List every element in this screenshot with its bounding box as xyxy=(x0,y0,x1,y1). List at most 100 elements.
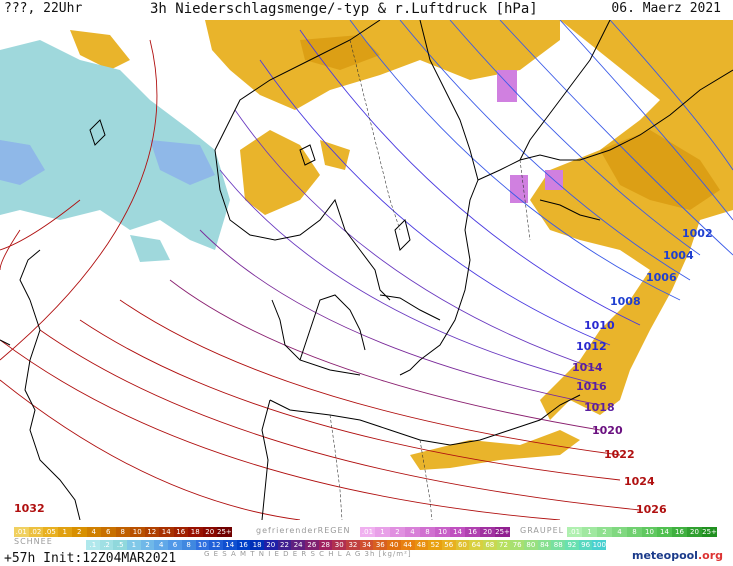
legend-swatch: 10 xyxy=(642,527,657,537)
legend-swatch: 92 xyxy=(565,540,579,550)
legend-swatch: 2 xyxy=(72,527,87,537)
logo-brand: meteopool xyxy=(632,549,698,562)
legend-swatch: 4 xyxy=(86,527,101,537)
isobar-lines xyxy=(0,20,733,520)
legend-swatch: 96 xyxy=(578,540,593,550)
legend-swatch: 8 xyxy=(181,540,196,550)
map-title: 3h Niederschlagsmenge/-typ & r.Luftdruck… xyxy=(150,1,538,17)
legend-swatch: 2 xyxy=(140,540,155,550)
legend-swatch: 25+ xyxy=(495,527,510,537)
legend-swatch: 2 xyxy=(390,527,405,537)
legend-swatch: 16 xyxy=(465,527,480,537)
legend-swatch: 52 xyxy=(428,540,442,550)
legend-swatch: 30 xyxy=(332,540,347,550)
legend-swatch: 34 xyxy=(359,540,374,550)
legend-swatch: .2 xyxy=(99,540,114,550)
legend-swatch: 32 xyxy=(346,540,360,550)
isobar-label: 1024 xyxy=(624,475,655,488)
isobar-label: 1032 xyxy=(14,502,45,515)
legend-swatch: 12 xyxy=(209,540,223,550)
rain-scale: .01.02.05 1 2 4 6 8 10 12 14 16 18 20 25+ xyxy=(14,527,232,537)
isobar-label: 1012 xyxy=(576,340,607,353)
legend-swatch: 16 xyxy=(173,527,188,537)
legend-swatch: 8 xyxy=(420,527,435,537)
legend-swatch: 22 xyxy=(277,540,292,550)
legend-swatch: 6 xyxy=(168,540,182,550)
snow-area xyxy=(0,40,230,262)
isobar-label: 1018 xyxy=(584,401,615,414)
snow-label: SCHNEE xyxy=(14,537,53,546)
legend-swatch: 1 xyxy=(375,527,390,537)
legend-swatch: 20 xyxy=(202,527,217,537)
legend-swatch: 1 xyxy=(57,527,72,537)
legend-swatch: 18 xyxy=(250,540,264,550)
legend-swatch: 56 xyxy=(441,540,456,550)
legend-swatch: 100 xyxy=(592,540,607,550)
isobar-label: 1022 xyxy=(604,448,635,461)
legend-swatch: 14 xyxy=(222,540,237,550)
isobar-label: 1006 xyxy=(646,271,677,284)
legend-swatch: 48 xyxy=(414,540,429,550)
legend-swatch: .1 xyxy=(86,540,100,550)
legend-swatch: 36 xyxy=(373,540,388,550)
isobar-label: 1016 xyxy=(576,380,607,393)
legend-swatch: 40 xyxy=(387,540,401,550)
graupel-label: GRAUPEL xyxy=(520,526,565,535)
snow-area-blue xyxy=(0,140,215,185)
legend-swatch: 2 xyxy=(597,527,612,537)
legend-swatch: 28 xyxy=(318,540,333,550)
isobar-label: 1010 xyxy=(584,319,615,332)
legend-swatch: 4 xyxy=(405,527,420,537)
isobar-label: 1008 xyxy=(610,295,641,308)
legend-swatch: 10 xyxy=(195,540,210,550)
legend-swatch: .01 xyxy=(14,527,29,537)
map-header: ???, 22Uhr 3h Niederschlagsmenge/-typ & … xyxy=(0,0,733,20)
legend-swatch: 26 xyxy=(305,540,319,550)
freezing-rain-scale: .01 1 2 4 8 10 14 16 20 25+ xyxy=(360,527,510,537)
legend-swatch: 64 xyxy=(469,540,483,550)
legend-swatch: 8 xyxy=(627,527,642,537)
isobar-label: 1026 xyxy=(636,503,667,516)
legend-swatch: .5 xyxy=(113,540,128,550)
rain-area-dark xyxy=(300,35,720,210)
isobar-labels: 1002 1004 1006 1008 1010 1012 1014 1016 … xyxy=(14,227,713,516)
legend-swatch: 8 xyxy=(115,527,130,537)
legend-swatch: .02 xyxy=(28,527,43,537)
isobar-label: 1020 xyxy=(592,424,623,437)
legend-swatch: .01 xyxy=(360,527,375,537)
total-precip-label: G E S A M T N I E D E R S C H L A G 3h [… xyxy=(204,550,412,558)
legend-swatch: 1 xyxy=(582,527,597,537)
legend-swatch: 6 xyxy=(101,527,116,537)
legend-swatch: 1 xyxy=(127,540,141,550)
valid-time: ???, 22Uhr xyxy=(4,1,83,16)
legend-swatch: 4 xyxy=(612,527,627,537)
legend-swatch: 10 xyxy=(130,527,145,537)
legend-swatch: 60 xyxy=(455,540,470,550)
legend-swatch: 72 xyxy=(496,540,511,550)
legend-swatch: 20 xyxy=(263,540,278,550)
legend-swatch: 25+ xyxy=(217,527,232,537)
meteopool-logo[interactable]: meteopool.org xyxy=(632,549,723,562)
legend-swatch: 14 xyxy=(159,527,174,537)
legend-swatch: 68 xyxy=(482,540,497,550)
legend-swatch: 14 xyxy=(450,527,465,537)
legend-swatch: .01 xyxy=(567,527,582,537)
legend-swatch: 12 xyxy=(144,527,159,537)
snow-scale: .1.2.5 1 2 4 6 8 10 12 14 16 18 20 22 24 26 28 30 32 34 36 4… xyxy=(86,540,607,550)
legend-swatch: 88 xyxy=(551,540,566,550)
legend-swatch: 25+ xyxy=(702,527,717,537)
forecast-date: 06. Maerz 2021 xyxy=(611,1,721,16)
weather-map: 1002 1004 1006 1008 1010 1012 1014 1016 … xyxy=(0,20,733,520)
legend-swatch: 18 xyxy=(188,527,203,537)
legend-swatch: 24 xyxy=(291,540,305,550)
country-borders xyxy=(329,39,531,520)
legend-swatch: 14 xyxy=(657,527,672,537)
legend-swatch: 16 xyxy=(672,527,687,537)
legend-swatch: 20 xyxy=(687,527,702,537)
legend-swatch: 84 xyxy=(537,540,552,550)
isobar-label: 1004 xyxy=(663,249,694,262)
isobar-label: 1014 xyxy=(572,361,603,374)
graupel-scale: .01 1 2 4 8 10 14 16 20 25+ xyxy=(567,527,717,537)
legend-swatch: 4 xyxy=(154,540,169,550)
legend-swatch: 44 xyxy=(400,540,415,550)
